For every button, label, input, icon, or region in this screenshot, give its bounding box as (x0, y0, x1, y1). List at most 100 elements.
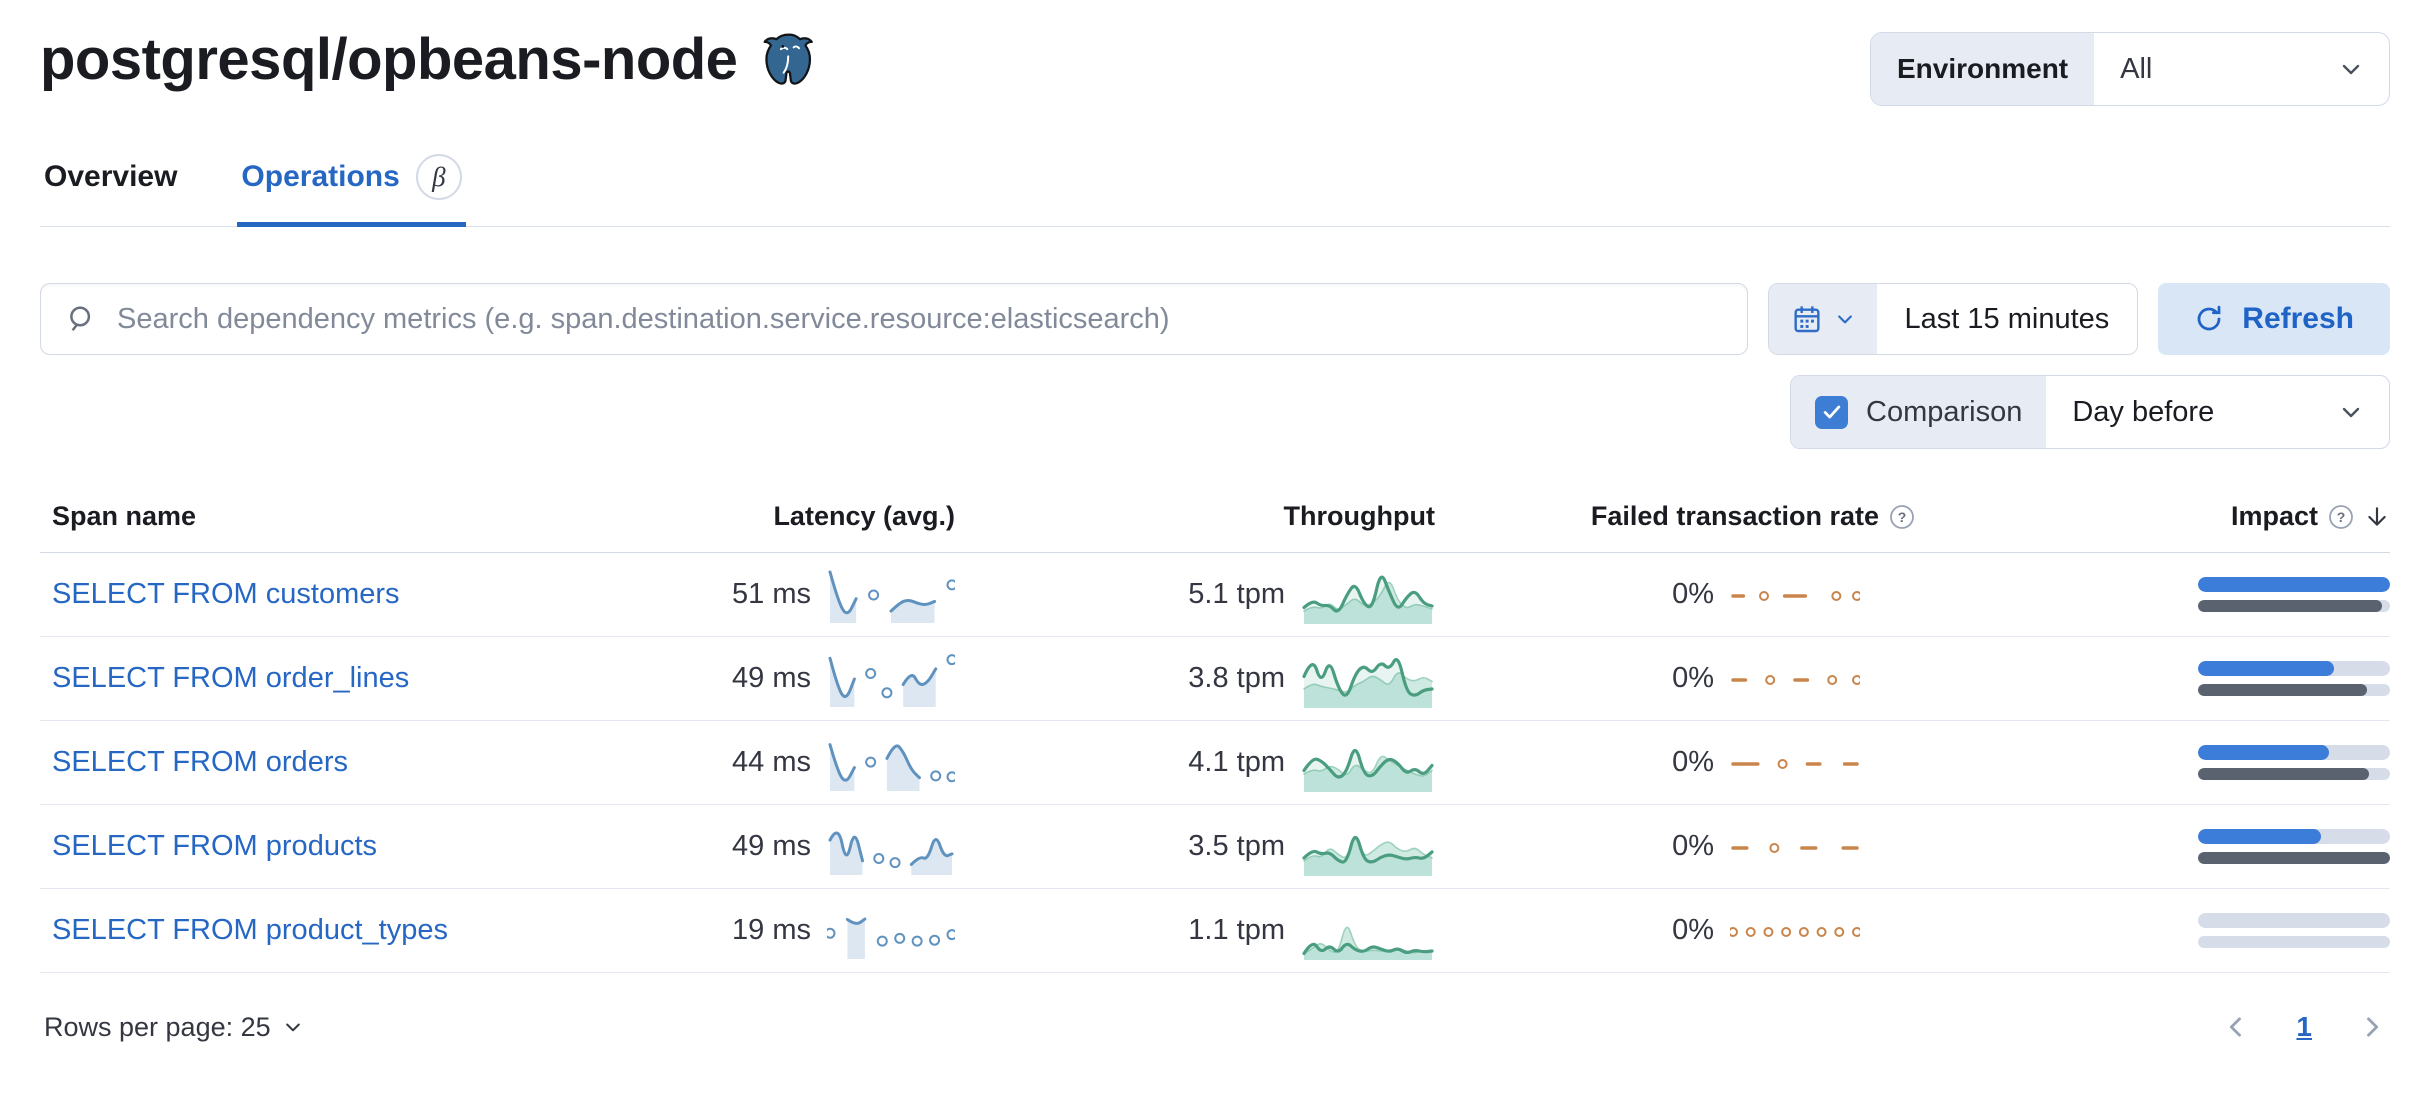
table-row: SELECT FROM products 49 ms 3.5 tpm 0% (40, 804, 2390, 889)
title-wrap: postgresql/opbeans-node (40, 26, 819, 93)
failed-rate-sparkline (1730, 926, 1860, 937)
tab-label: Operations (241, 160, 400, 193)
refresh-label: Refresh (2242, 302, 2354, 335)
throughput-sparkline (1302, 748, 1434, 792)
latency-value: 51 ms (732, 578, 811, 610)
next-page-button[interactable] (2358, 1013, 2386, 1041)
search-box (40, 283, 1748, 355)
failed-rate-value: 0% (1672, 914, 1714, 946)
column-header-label: Span name (52, 501, 197, 531)
search-input[interactable] (115, 301, 1721, 337)
page-title: postgresql/opbeans-node (40, 27, 738, 92)
latency-value: 19 ms (732, 914, 811, 946)
impact-bar-previous (2198, 684, 2390, 696)
throughput-sparkline (1302, 926, 1434, 960)
impact-bar-current (2198, 829, 2390, 844)
impact-bar-previous (2198, 600, 2390, 612)
span-name-link[interactable]: SELECT FROM orders (52, 746, 348, 778)
comparison-select[interactable]: Day before (2046, 376, 2389, 448)
date-picker: Last 15 minutes (1767, 283, 2139, 355)
comparison-row: Comparison Day before (40, 375, 2390, 449)
refresh-button[interactable]: Refresh (2158, 283, 2390, 355)
chevron-down-icon (2342, 64, 2360, 75)
throughput-sparkline (1302, 575, 1434, 624)
rows-per-page-label: Rows per page: 25 (44, 1011, 271, 1042)
table-row: SELECT FROM product_types 19 ms 1.1 tpm 0% (40, 888, 2390, 973)
failed-rate-value: 0% (1672, 746, 1714, 778)
chevron-down-icon (285, 1023, 300, 1032)
column-header-label: Latency (avg.) (773, 501, 955, 531)
throughput-value: 1.1 tpm (1188, 914, 1285, 946)
latency-sparkline (827, 917, 955, 959)
apm-dependency-page: postgresql/opbeans-node Environment All (40, 26, 2390, 1043)
comparison-checkbox[interactable] (1815, 395, 1848, 429)
chevron-down-icon (2342, 407, 2360, 418)
beta-badge: β (415, 154, 462, 200)
impact-bars (1930, 745, 2390, 780)
chevron-left-icon (2230, 1017, 2242, 1037)
impact-bar-previous (2198, 936, 2390, 948)
environment-select[interactable]: All (2094, 33, 2389, 105)
impact-bars (1930, 577, 2390, 612)
controls-row: Last 15 minutes Refresh (40, 283, 2390, 355)
time-range-value: Last 15 minutes (1904, 302, 2110, 335)
help-icon[interactable]: ? (1889, 504, 1915, 530)
impact-bar-current (2198, 913, 2390, 928)
previous-page-button[interactable] (2222, 1013, 2250, 1041)
column-header-label: Failed transaction rate (1590, 501, 1879, 531)
throughput-value: 4.1 tpm (1188, 746, 1285, 778)
latency-sparkline (828, 831, 954, 875)
column-header-span-name[interactable]: Span name (40, 501, 625, 553)
column-header-throughput[interactable]: Throughput (955, 501, 1435, 553)
throughput-sparkline (1302, 657, 1434, 708)
comparison-selected-value: Day before (2072, 395, 2215, 428)
impact-bar-previous (2198, 852, 2390, 864)
pagination: 1 (2222, 1011, 2386, 1043)
operations-table: Span name Latency (avg.) Throughput Fail… (40, 501, 2390, 973)
failed-rate-sparkline (1731, 590, 1860, 601)
impact-bar-previous (2198, 768, 2390, 780)
column-header-impact[interactable]: Impact ? (1930, 501, 2390, 553)
column-header-latency[interactable]: Latency (avg.) (625, 501, 955, 553)
tab-operations[interactable]: Operations β (237, 144, 466, 227)
span-name-link[interactable]: SELECT FROM product_types (52, 914, 448, 946)
impact-bars (1930, 913, 2390, 948)
table-body: SELECT FROM customers 51 ms 5.1 tpm 0% SELEC… (40, 552, 2390, 973)
impact-bars (1930, 829, 2390, 864)
failed-rate-sparkline (1731, 674, 1860, 685)
comparison-label[interactable]: Comparison (1866, 395, 2023, 428)
check-icon (1823, 405, 1840, 419)
span-name-link[interactable]: SELECT FROM customers (52, 578, 400, 610)
tab-label: Overview (44, 160, 178, 193)
time-range-button[interactable]: Last 15 minutes (1877, 284, 2138, 354)
failed-rate-value: 0% (1672, 578, 1714, 610)
failed-rate-value: 0% (1672, 662, 1714, 694)
page-number[interactable]: 1 (2296, 1011, 2312, 1042)
svg-text:?: ? (2337, 509, 2346, 525)
page-header: postgresql/opbeans-node Environment All (40, 26, 2390, 106)
quick-select-button[interactable] (1768, 284, 1877, 354)
table-row: SELECT FROM orders 44 ms 4.1 tpm 0% (40, 720, 2390, 805)
table-footer: Rows per page: 25 1 (40, 1011, 2390, 1043)
sort-desc-arrow-icon (2368, 506, 2386, 526)
help-icon[interactable]: ? (2328, 504, 2354, 530)
svg-text:?: ? (1898, 509, 1907, 525)
failed-rate-sparkline (1731, 758, 1859, 769)
impact-bar-current (2198, 577, 2390, 592)
environment-filter-label: Environment (1871, 33, 2095, 105)
span-name-link[interactable]: SELECT FROM products (52, 830, 378, 862)
tab-overview[interactable]: Overview (40, 144, 181, 227)
failed-rate-sparkline (1731, 842, 1859, 853)
latency-sparkline (828, 653, 955, 707)
table-header-row: Span name Latency (avg.) Throughput Fail… (40, 501, 2390, 553)
column-header-label: Throughput (1283, 501, 1435, 531)
impact-bar-current (2198, 661, 2390, 676)
environment-selected-value: All (2120, 52, 2153, 85)
rows-per-page-button[interactable]: Rows per page: 25 (44, 1012, 303, 1043)
throughput-value: 3.8 tpm (1188, 662, 1285, 694)
table-row: SELECT FROM customers 51 ms 5.1 tpm 0% (40, 552, 2390, 637)
span-name-link[interactable]: SELECT FROM order_lines (52, 662, 410, 694)
environment-filter: Environment All (1870, 32, 2390, 106)
latency-value: 44 ms (732, 746, 811, 778)
column-header-failed-rate[interactable]: Failed transaction rate ? (1435, 501, 1930, 553)
